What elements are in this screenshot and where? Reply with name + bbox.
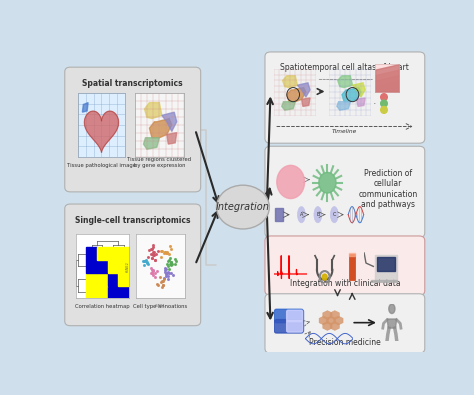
Text: Spatiotemporal cell altas of heart: Spatiotemporal cell altas of heart [281, 62, 410, 71]
FancyBboxPatch shape [265, 294, 425, 353]
Text: Integration with clinical data: Integration with clinical data [290, 279, 400, 288]
Circle shape [217, 185, 269, 229]
FancyBboxPatch shape [65, 67, 201, 192]
Text: Precision medicine: Precision medicine [309, 338, 381, 347]
FancyBboxPatch shape [265, 236, 425, 295]
Text: Prediction of
cellular
communication
and pathways: Prediction of cellular communication and… [358, 169, 418, 209]
Text: Timeline: Timeline [332, 129, 357, 134]
Text: Tissue pathological image: Tissue pathological image [67, 162, 136, 167]
Text: Spatial transcriptomics: Spatial transcriptomics [82, 79, 183, 88]
Text: Integration: Integration [216, 202, 270, 212]
FancyBboxPatch shape [65, 204, 201, 326]
Text: Cell type annoations: Cell type annoations [133, 304, 188, 309]
FancyBboxPatch shape [265, 146, 425, 237]
Text: Tissue regions clustered
by gene expression: Tissue regions clustered by gene express… [128, 157, 191, 167]
FancyBboxPatch shape [265, 52, 425, 143]
Text: Single-cell transcriptomics: Single-cell transcriptomics [75, 216, 191, 225]
Text: Correlation heatmap: Correlation heatmap [75, 304, 130, 309]
